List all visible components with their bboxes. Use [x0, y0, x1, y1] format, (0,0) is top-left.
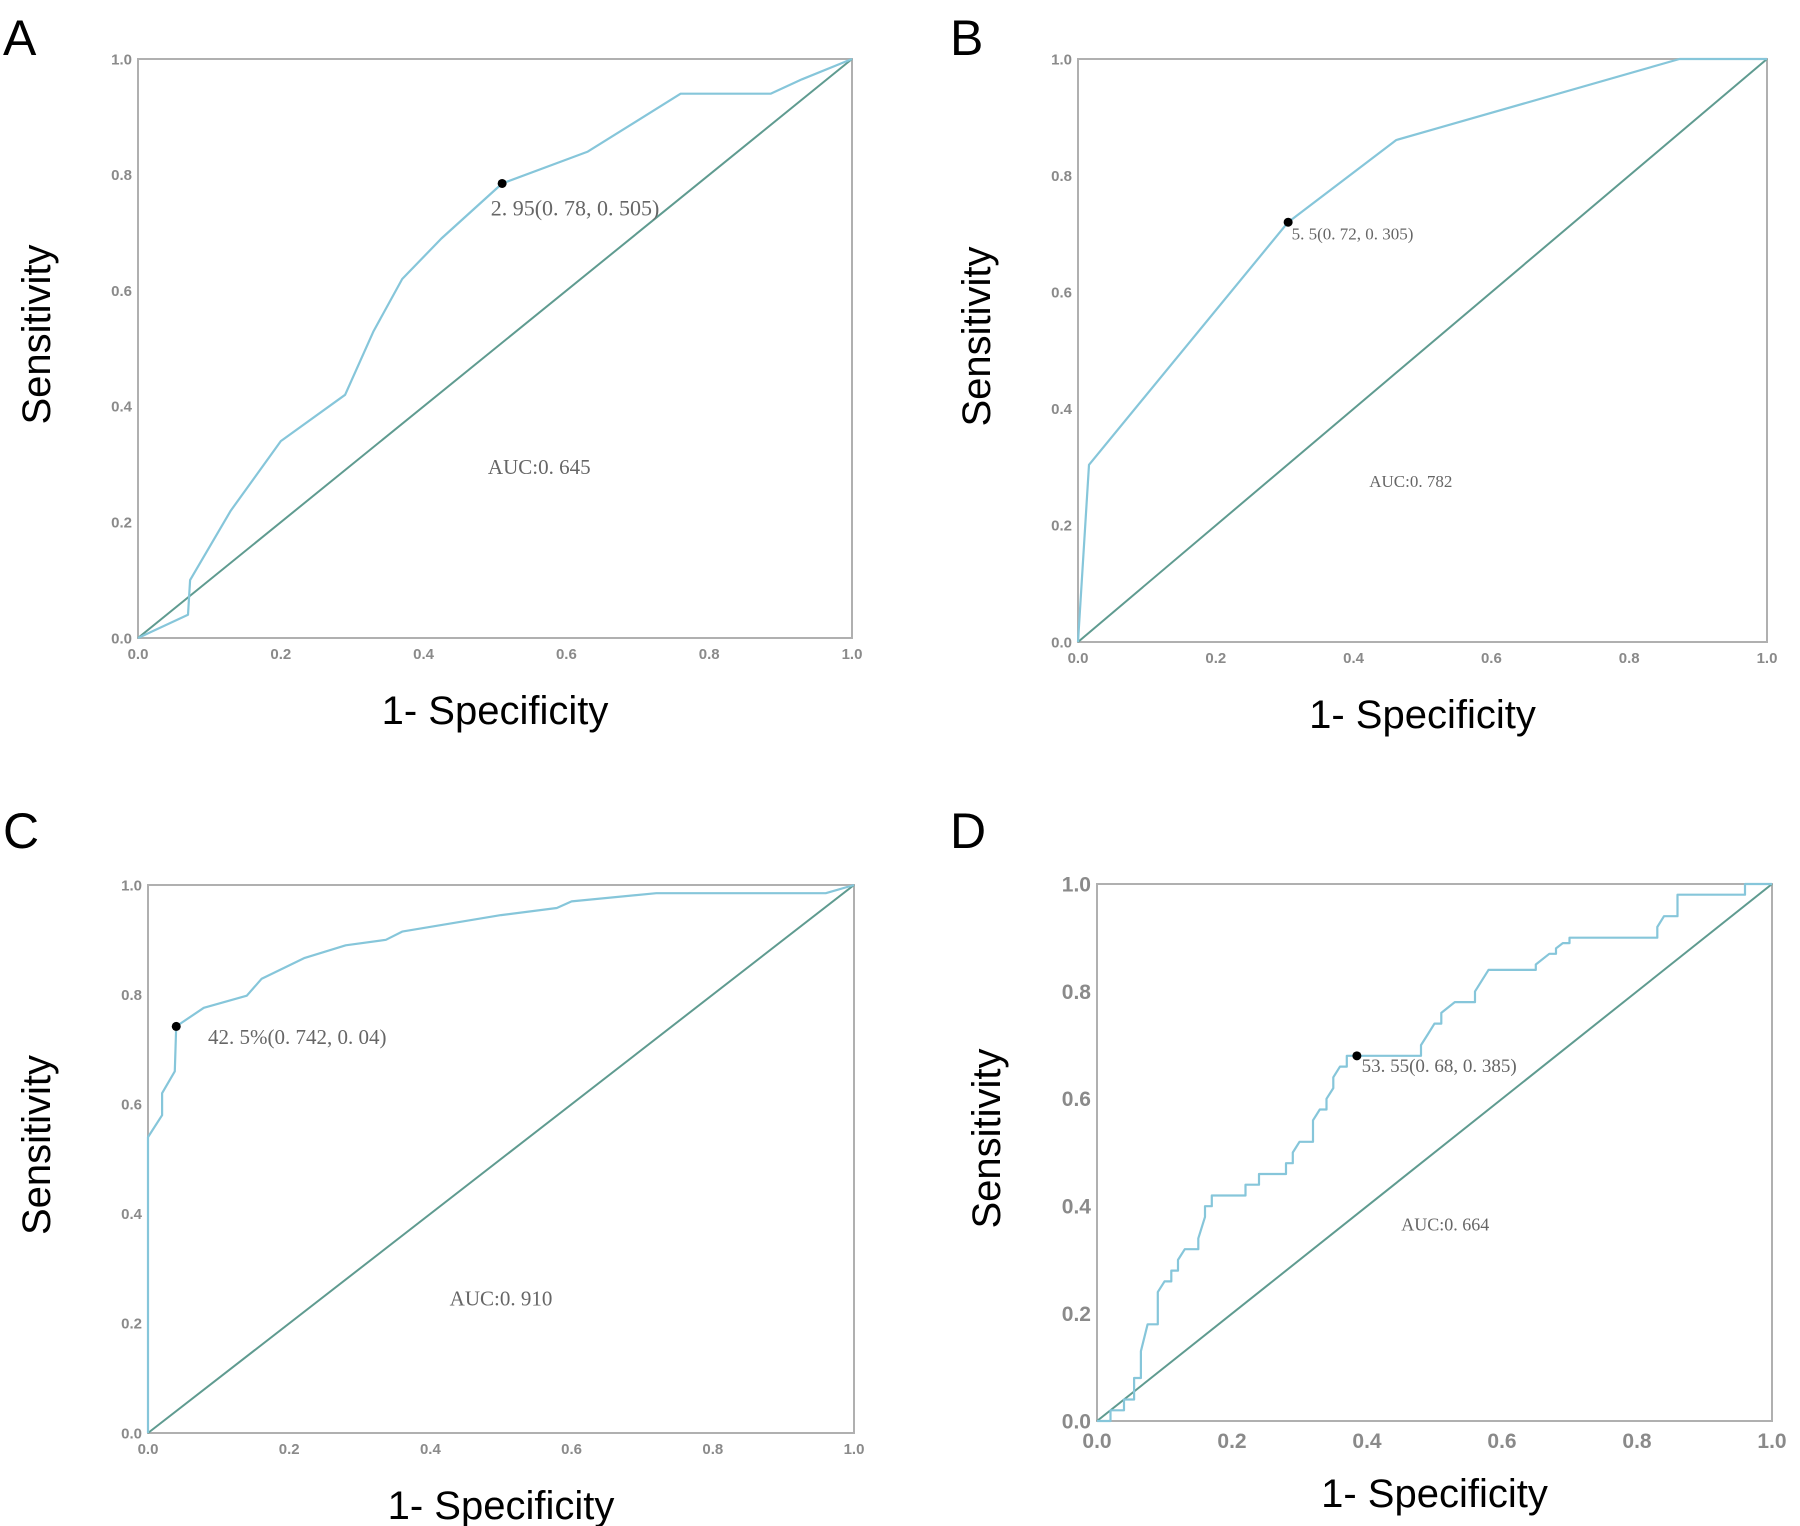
y-axis-title: Sensitivity: [15, 244, 59, 424]
x-tick-label: 0.8: [699, 646, 720, 663]
plot-frame: [137, 58, 853, 639]
cutoff-point: [171, 1021, 181, 1031]
x-tick-label: 0.4: [413, 646, 435, 663]
x-tick-label: 0.4: [420, 1441, 442, 1458]
cutoff-point: [1283, 217, 1293, 227]
roc-curve: [1097, 882, 1772, 1423]
x-tick-label: 0.0: [128, 646, 149, 663]
y-tick-label: 0.2: [111, 514, 132, 531]
panel-label: B: [950, 10, 983, 66]
panel-label: C: [3, 803, 39, 859]
x-axis-title: 1- Specificity: [388, 1484, 615, 1526]
y-tick-label: 0.6: [111, 283, 132, 300]
cutoff-point: [1352, 1051, 1362, 1061]
x-tick-label: 0.6: [561, 1441, 582, 1458]
reference-diagonal-line: [137, 58, 853, 639]
reference-diagonal-line: [147, 884, 855, 1434]
cutoff-label: 42. 5%(0. 742, 0. 04): [208, 1025, 386, 1049]
x-tick-label: 0.4: [1352, 1430, 1382, 1453]
x-tick-label: 0.6: [1487, 1430, 1516, 1453]
y-tick-label: 0.8: [1051, 168, 1072, 185]
x-tick-label: 0.2: [1205, 650, 1226, 667]
y-tick-label: 0.0: [121, 1425, 142, 1442]
panel-label: D: [950, 803, 986, 859]
x-tick-label: 1.0: [1757, 1430, 1786, 1453]
roc-curve: [146, 883, 855, 1433]
y-tick-label: 0.0: [1051, 634, 1072, 651]
x-tick-label: 1.0: [844, 1441, 865, 1458]
x-tick-label: 0.8: [1619, 650, 1640, 667]
x-tick-label: 0.0: [1068, 650, 1089, 667]
cutoff-label: 2. 95(0. 78, 0. 505): [491, 195, 660, 220]
x-tick-label: 0.2: [270, 646, 291, 663]
roc-curve: [137, 57, 853, 639]
auc-label: AUC:0. 782: [1369, 472, 1452, 491]
y-tick-label: 1.0: [111, 51, 132, 68]
y-tick-label: 0.6: [1062, 1088, 1091, 1111]
y-tick-label: 0.8: [121, 987, 142, 1004]
plot-frame: [1077, 58, 1768, 643]
y-axis-title: Sensitivity: [15, 1055, 59, 1235]
x-tick-label: 0.0: [138, 1441, 159, 1458]
auc-label: AUC:0. 664: [1401, 1214, 1489, 1234]
y-tick-label: 1.0: [121, 877, 142, 894]
y-tick-label: 0.2: [1062, 1303, 1091, 1326]
cutoff-label: 53. 55(0. 68, 0. 385): [1362, 1056, 1517, 1077]
cutoff-point: [497, 178, 507, 188]
auc-label: AUC:0. 910: [450, 1286, 553, 1310]
x-tick-label: 0.8: [702, 1441, 723, 1458]
x-tick-label: 0.6: [1481, 650, 1502, 667]
x-tick-label: 0.6: [556, 646, 577, 663]
x-tick-label: 1.0: [842, 646, 863, 663]
x-tick-label: 0.4: [1343, 650, 1365, 667]
y-tick-label: 0.4: [1062, 1196, 1092, 1219]
y-tick-label: 0.2: [121, 1316, 142, 1333]
y-tick-label: 1.0: [1051, 51, 1072, 68]
x-tick-label: 1.0: [1757, 650, 1778, 667]
x-axis-title: 1- Specificity: [1309, 693, 1536, 737]
y-tick-label: 0.0: [111, 630, 132, 647]
y-tick-label: 0.4: [111, 399, 133, 416]
plot-frame: [1096, 883, 1773, 1422]
x-tick-label: 0.2: [1217, 1430, 1246, 1453]
roc-curve: [1076, 57, 1767, 643]
x-axis-title: 1- Specificity: [382, 689, 609, 733]
y-tick-label: 0.6: [121, 1096, 142, 1113]
y-axis-title: Sensitivity: [965, 1048, 1009, 1228]
reference-diagonal-line: [1096, 883, 1773, 1422]
auc-label: AUC:0. 645: [488, 455, 591, 479]
y-tick-label: 1.0: [1062, 873, 1091, 896]
y-tick-label: 0.2: [1051, 518, 1072, 535]
x-tick-label: 0.0: [1082, 1430, 1111, 1453]
cutoff-label: 5. 5(0. 72, 0. 305): [1292, 225, 1414, 244]
x-tick-label: 0.8: [1622, 1430, 1652, 1453]
x-axis-title: 1- Specificity: [1321, 1472, 1548, 1516]
y-tick-label: 0.6: [1051, 284, 1072, 301]
y-axis-title: Sensitivity: [955, 246, 999, 426]
x-tick-label: 0.2: [279, 1441, 300, 1458]
y-tick-label: 0.4: [1051, 401, 1073, 418]
panel-label: A: [3, 10, 37, 66]
y-tick-label: 0.8: [1062, 981, 1092, 1004]
y-tick-label: 0.0: [1062, 1410, 1091, 1433]
y-tick-label: 0.8: [111, 167, 132, 184]
y-tick-label: 0.4: [121, 1206, 143, 1223]
reference-diagonal-line: [1077, 58, 1768, 643]
